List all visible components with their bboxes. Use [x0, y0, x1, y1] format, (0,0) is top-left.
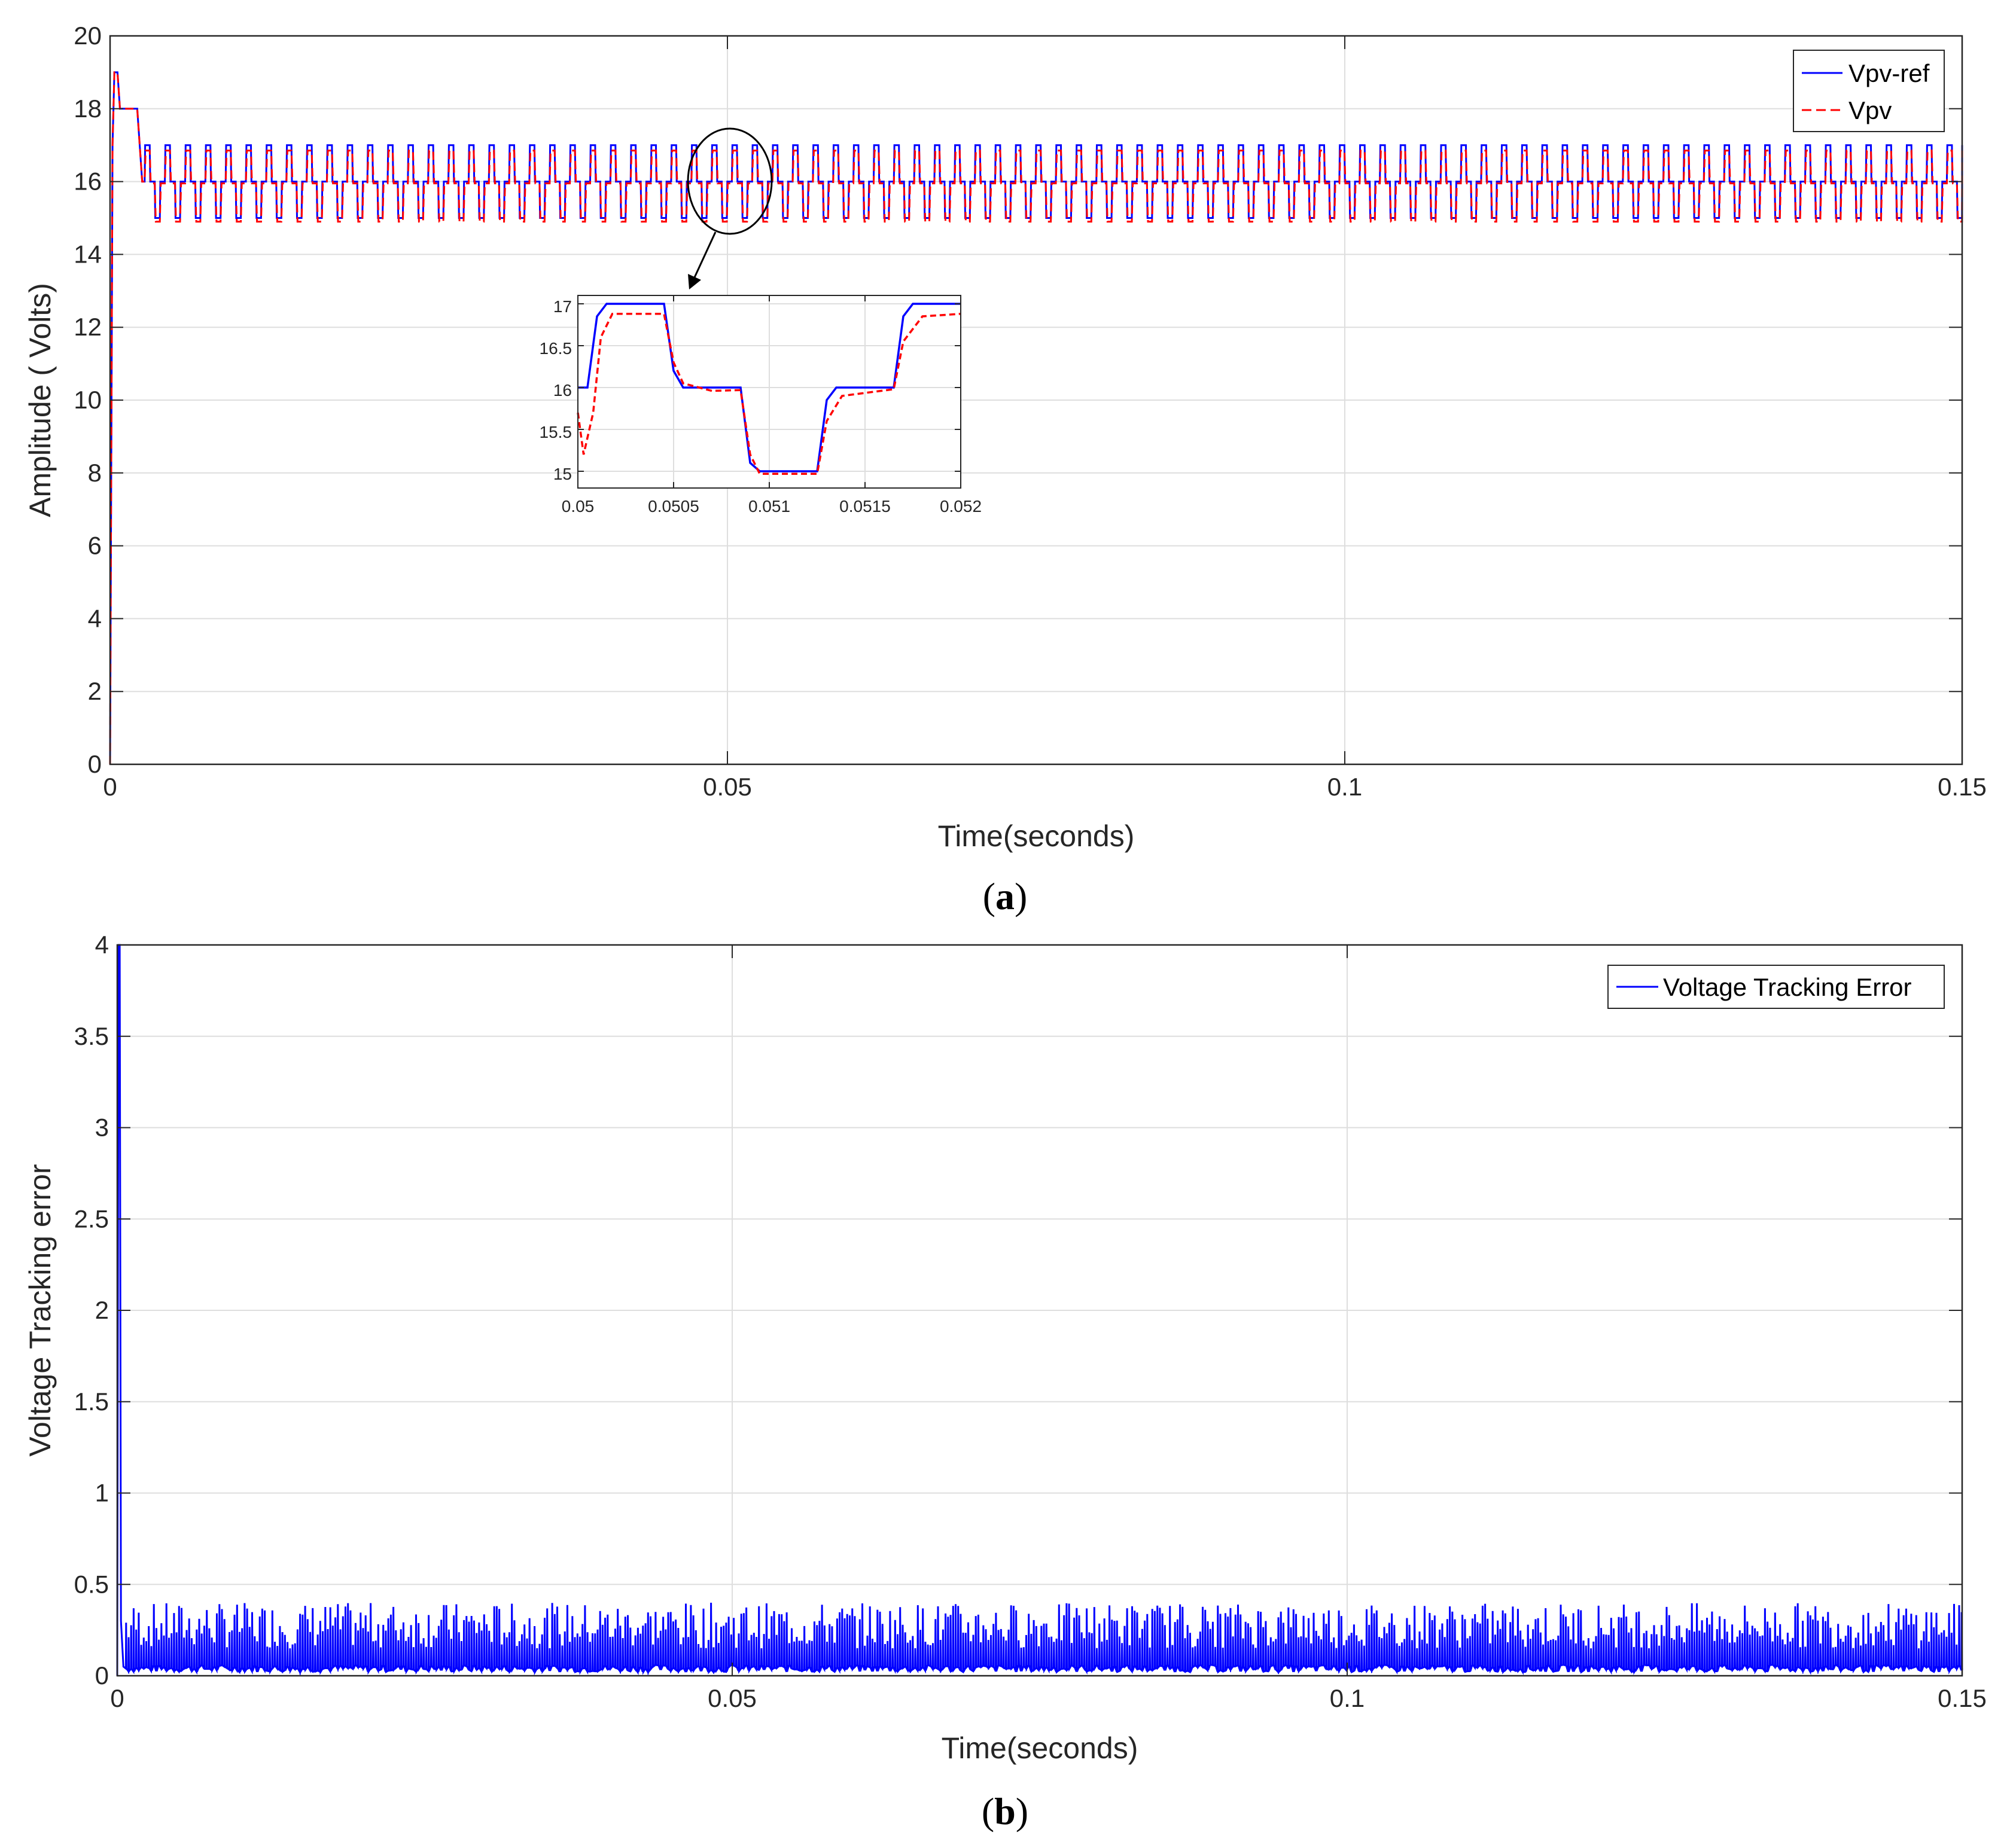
inset-series-vpv-ref: [578, 303, 961, 472]
inset-chart: 0.05 0.0505 0.051 0.0515 0.052 15 15.5 16 16.5 17: [540, 295, 982, 516]
a-ytick-label: 6: [88, 532, 102, 560]
b-ytick-label: 3.5: [74, 1022, 109, 1050]
inset-xtick-label: 0.05: [562, 497, 595, 516]
a-ytick-label: 14: [74, 240, 102, 268]
inset-ytick-label: 15: [553, 465, 572, 483]
zoom-arrow-head: [688, 274, 701, 289]
y-axis-label-b: Voltage Tracking error: [23, 1164, 57, 1456]
legend-a: Vpv-ref Vpv: [1793, 50, 1945, 132]
a-xtick-label: 0.15: [1938, 773, 1987, 801]
inset-ytick-label: 15.5: [540, 423, 572, 441]
a-ytick-label: 12: [74, 313, 102, 341]
a-ytick-label: 8: [88, 459, 102, 487]
b-ytick-label: 0: [95, 1661, 109, 1690]
b-ytick-label: 2.5: [74, 1204, 109, 1233]
chart-a: 0 0.05 0.1 0.15 0 2 4 6 8 10 12 14 16 18 20 Time(secon…: [23, 22, 1987, 917]
inset-lines: [577, 303, 961, 475]
a-xtick-label: 0: [103, 773, 117, 801]
inset-xtick-label: 0.0515: [839, 497, 891, 516]
x-axis-label-a: Time(seconds): [938, 819, 1135, 853]
a-ytick-label: 20: [74, 22, 102, 50]
zoom-ellipse: [687, 127, 773, 235]
a-ytick-label: 10: [74, 386, 102, 414]
a-xtick-label: 0.05: [703, 773, 752, 801]
legend-label-vpv-ref: Vpv-ref: [1848, 59, 1930, 87]
series-vpv: [109, 71, 1963, 765]
inset-ticks: 0.05 0.0505 0.051 0.0515 0.052 15 15.5 16 16.5 17: [540, 295, 982, 516]
inset-xtick-label: 0.051: [748, 497, 790, 516]
ticks-a: 0 0.05 0.1 0.15 0 2 4 6 8 10 12 14 16 18 20: [74, 22, 1987, 801]
inset-ytick-label: 16.5: [540, 339, 572, 358]
inset-ytick-label: 16: [553, 381, 572, 400]
ticks-b: 0 0.05 0.1 0.15 0 0.5 1 1.5 2 2.5 3 3.5 4: [74, 931, 1987, 1712]
plot-lines-b: [116, 944, 1963, 1676]
b-ytick-label: 3: [95, 1114, 109, 1142]
legend-box-a: [1793, 50, 1945, 132]
a-ytick-label: 18: [74, 94, 102, 123]
b-ytick-label: 1: [95, 1479, 109, 1507]
b-ytick-label: 0.5: [74, 1570, 109, 1598]
b-ytick-label: 2: [95, 1296, 109, 1324]
inset-ytick-label: 17: [553, 297, 572, 316]
legend-b: Voltage Tracking Error: [1607, 965, 1945, 1009]
b-xtick-label: 0.15: [1938, 1684, 1987, 1712]
a-ytick-label: 4: [88, 604, 102, 632]
zoom-arrow: [693, 231, 717, 279]
series-voltage-tracking-error: [116, 944, 1963, 1676]
legend-box-b: [1607, 965, 1945, 1009]
chart-b: 0 0.05 0.1 0.15 0 0.5 1 1.5 2 2.5 3 3.5 4 Time(secon…: [23, 931, 1987, 1832]
legend-label-vpv: Vpv: [1848, 96, 1892, 124]
a-xtick-label: 0.1: [1327, 773, 1362, 801]
legend-label-error: Voltage Tracking Error: [1663, 973, 1912, 1001]
a-ytick-label: 2: [88, 677, 102, 705]
b-ytick-label: 1.5: [74, 1387, 109, 1416]
b-xtick-label: 0.1: [1330, 1684, 1365, 1712]
y-axis-label-a: Amplitude ( Volts): [23, 283, 57, 517]
x-axis-label-b: Time(seconds): [942, 1731, 1138, 1765]
b-xtick-label: 0.05: [708, 1684, 757, 1712]
b-xtick-label: 0: [110, 1684, 124, 1712]
a-ytick-label: 16: [74, 167, 102, 196]
caption-a: (a): [983, 875, 1028, 917]
caption-b: (b): [982, 1790, 1028, 1832]
a-ytick-label: 0: [88, 750, 102, 778]
b-ytick-label: 4: [95, 931, 109, 959]
inset-xtick-label: 0.052: [940, 497, 982, 516]
inset-xtick-label: 0.0505: [648, 497, 699, 516]
plot-lines-a: [109, 71, 1963, 765]
